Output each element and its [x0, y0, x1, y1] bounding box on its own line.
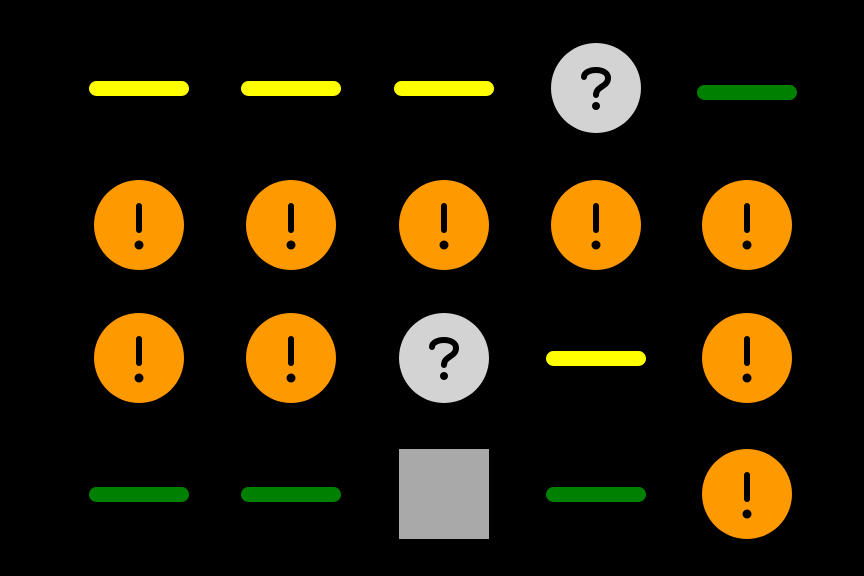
tile-r1-c3[interactable]: [394, 38, 494, 138]
tile-r4-c2[interactable]: [241, 444, 341, 544]
exclamation-mark-icon: [134, 203, 144, 250]
yellow-bar: [546, 350, 646, 366]
yellow-bar: [394, 80, 494, 96]
warning-icon: [246, 180, 336, 270]
exclamation-mark-icon: [439, 203, 449, 250]
tile-r4-c5[interactable]: [697, 444, 797, 544]
warning-icon: [702, 180, 792, 270]
warning-icon: [702, 449, 792, 539]
tile-r2-c1[interactable]: [89, 175, 189, 275]
warning-icon: [246, 313, 336, 403]
tile-r3-c5[interactable]: [697, 308, 797, 408]
question-icon: [551, 43, 641, 133]
warning-icon: [399, 180, 489, 270]
exclamation-mark-icon: [134, 336, 144, 383]
grey-square-tile: [399, 449, 489, 539]
tile-r1-c2[interactable]: [241, 38, 341, 138]
tile-r3-c4[interactable]: [546, 308, 646, 408]
tile-r2-c2[interactable]: [241, 175, 341, 275]
tile-r2-c5[interactable]: [697, 175, 797, 275]
exclamation-mark-icon: [742, 203, 752, 250]
green-bar: [241, 486, 341, 502]
tile-r1-c5[interactable]: [697, 38, 797, 138]
tile-r4-c4[interactable]: [546, 444, 646, 544]
tile-r3-c1[interactable]: [89, 308, 189, 408]
exclamation-mark-icon: [286, 203, 296, 250]
question-mark-icon: [429, 337, 460, 380]
yellow-bar: [241, 80, 341, 96]
exclamation-mark-icon: [742, 472, 752, 519]
green-bar: [89, 486, 189, 502]
question-icon: [399, 313, 489, 403]
tile-r2-c3[interactable]: [394, 175, 494, 275]
question-mark-icon: [581, 67, 612, 110]
tile-r4-c1[interactable]: [89, 444, 189, 544]
warning-icon: [551, 180, 641, 270]
green-bar: [546, 486, 646, 502]
warning-icon: [702, 313, 792, 403]
tile-r1-c1[interactable]: [89, 38, 189, 138]
yellow-bar: [89, 80, 189, 96]
exclamation-mark-icon: [591, 203, 601, 250]
green-bar: [697, 84, 797, 100]
warning-icon: [94, 313, 184, 403]
tile-r2-c4[interactable]: [546, 175, 646, 275]
tile-r4-c3[interactable]: [394, 444, 494, 544]
tile-r1-c4[interactable]: [546, 38, 646, 138]
exclamation-mark-icon: [286, 336, 296, 383]
warning-icon: [94, 180, 184, 270]
tile-r3-c3[interactable]: [394, 308, 494, 408]
tile-r3-c2[interactable]: [241, 308, 341, 408]
exclamation-mark-icon: [742, 336, 752, 383]
